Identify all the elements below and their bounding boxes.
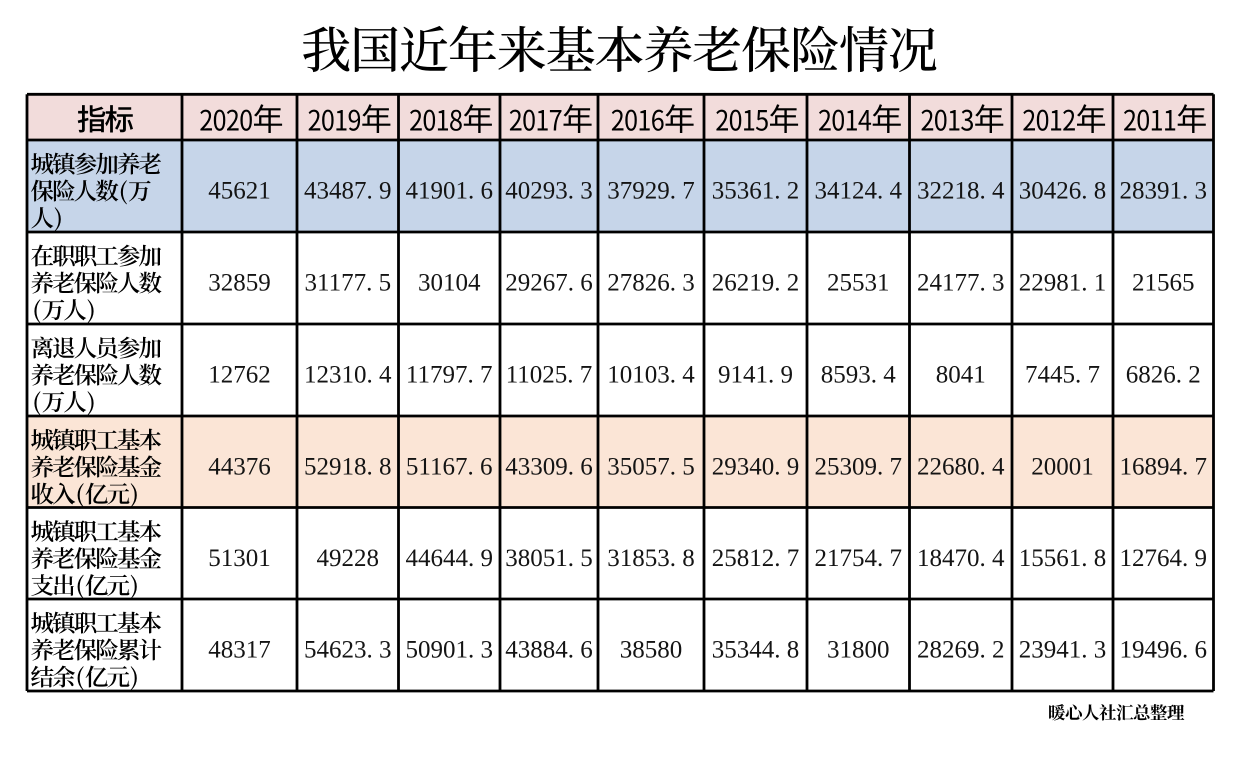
svg-text:50901. 3: 50901. 3 [405,637,493,664]
svg-text:30426. 8: 30426. 8 [1019,178,1107,205]
svg-text:29267. 6: 29267. 6 [505,270,593,297]
svg-text:9141. 9: 9141. 9 [718,362,793,389]
svg-text:12310. 4: 12310. 4 [304,362,392,389]
svg-text:30104: 30104 [418,270,481,297]
svg-text:32218. 4: 32218. 4 [917,178,1005,205]
svg-text:51167. 6: 51167. 6 [406,454,493,481]
svg-text:44644. 9: 44644. 9 [405,545,493,572]
svg-text:35057. 5: 35057. 5 [607,454,695,481]
svg-text:28269. 2: 28269. 2 [917,637,1005,664]
svg-text:41901. 6: 41901. 6 [405,178,493,205]
svg-text:23941. 3: 23941. 3 [1019,637,1107,664]
svg-text:38051. 5: 38051. 5 [505,545,593,572]
svg-text:45621: 45621 [208,178,271,205]
svg-text:11025. 7: 11025. 7 [506,362,593,389]
svg-text:8041: 8041 [936,362,986,389]
svg-text:51301: 51301 [208,545,271,572]
svg-text:24177. 3: 24177. 3 [917,270,1005,297]
svg-text:10103. 4: 10103. 4 [607,362,695,389]
svg-text:8593. 4: 8593. 4 [821,362,897,389]
svg-text:12762: 12762 [208,362,271,389]
svg-text:12764. 9: 12764. 9 [1119,545,1207,572]
svg-text:49228: 49228 [317,545,380,572]
svg-text:25812. 7: 25812. 7 [712,545,800,572]
svg-text:35361. 2: 35361. 2 [712,178,800,205]
svg-text:22680. 4: 22680. 4 [917,454,1005,481]
svg-text:21754. 7: 21754. 7 [814,545,902,572]
svg-text:44376: 44376 [208,454,271,481]
svg-text:43884. 6: 43884. 6 [505,637,593,664]
svg-text:31177. 5: 31177. 5 [305,270,392,297]
svg-text:26219. 2: 26219. 2 [712,270,800,297]
svg-text:31853. 8: 31853. 8 [607,545,695,572]
svg-text:16894. 7: 16894. 7 [1119,454,1207,481]
svg-text:6826. 2: 6826. 2 [1126,362,1201,389]
svg-text:25309. 7: 25309. 7 [814,454,902,481]
svg-text:48317: 48317 [208,637,271,664]
svg-text:19496. 6: 19496. 6 [1119,637,1207,664]
svg-text:18470. 4: 18470. 4 [917,545,1005,572]
svg-text:32859: 32859 [208,270,271,297]
svg-text:37929. 7: 37929. 7 [607,178,695,205]
svg-text:27826. 3: 27826. 3 [607,270,695,297]
svg-text:35344. 8: 35344. 8 [712,637,800,664]
svg-text:15561. 8: 15561. 8 [1019,545,1107,572]
svg-text:43309. 6: 43309. 6 [505,454,593,481]
svg-text:38580: 38580 [620,637,683,664]
svg-text:29340. 9: 29340. 9 [712,454,800,481]
svg-text:43487. 9: 43487. 9 [304,178,392,205]
svg-text:22981. 1: 22981. 1 [1019,270,1107,297]
svg-text:11797. 7: 11797. 7 [406,362,493,389]
svg-text:7445. 7: 7445. 7 [1025,362,1100,389]
svg-text:31800: 31800 [827,637,890,664]
svg-text:21565: 21565 [1132,270,1195,297]
svg-text:20001: 20001 [1031,454,1094,481]
svg-text:25531: 25531 [827,270,890,297]
svg-text:34124. 4: 34124. 4 [814,178,902,205]
svg-text:40293. 3: 40293. 3 [505,178,593,205]
svg-text:28391. 3: 28391. 3 [1119,178,1207,205]
svg-text:52918. 8: 52918. 8 [304,454,392,481]
svg-text:54623. 3: 54623. 3 [304,637,392,664]
